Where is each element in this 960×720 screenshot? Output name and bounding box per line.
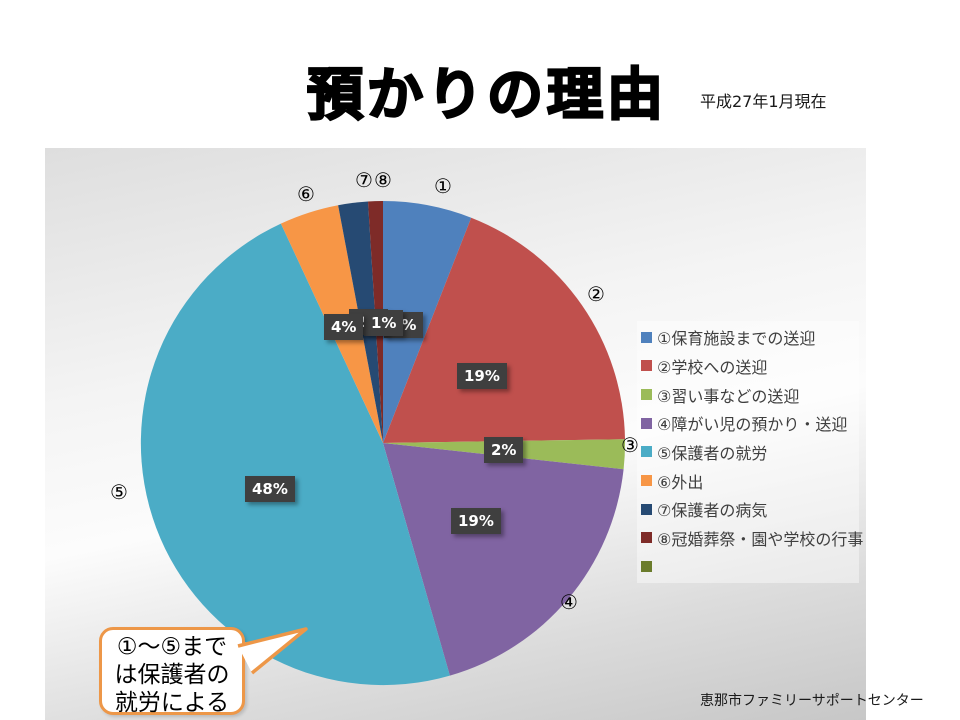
legend-item-8: ⑧冠婚葬祭・園や学校の行事 xyxy=(637,525,863,551)
marker-slice4: ④ xyxy=(560,590,578,614)
pie-slice-4 xyxy=(383,443,624,676)
legend-item-label: ⑦保護者の病気 xyxy=(657,501,768,521)
pct-label-slice5: 48% xyxy=(245,476,295,502)
pct-label-slice4: 19% xyxy=(451,508,501,534)
legend-swatch-icon xyxy=(641,446,652,458)
pct-label-slice8: 1% xyxy=(364,310,404,336)
pie-slice-5 xyxy=(140,223,450,686)
date-note: 平成27年1月現在 xyxy=(700,92,827,111)
legend-item-label: ⑥外出 xyxy=(657,472,704,492)
pie-slice-2 xyxy=(383,217,625,443)
legend-item-4: ④障がい児の預かり・送迎 xyxy=(637,410,859,436)
legend-swatch-icon xyxy=(641,561,652,573)
legend-swatch-icon xyxy=(641,360,652,372)
marker-slice5: ⑤ xyxy=(110,480,128,504)
legend-item-2: ②学校への送迎 xyxy=(637,353,859,379)
marker-slice7: ⑦ xyxy=(355,168,373,192)
chart-plot-area: ①保育施設までの送迎 ②学校への送迎 ③習い事などの送迎 ④障がい児の預かり・送迎 ⑤保… xyxy=(45,148,866,720)
legend-swatch-icon xyxy=(641,503,652,515)
legend-item-7: ⑦保護者の病気 xyxy=(637,496,859,522)
legend-item-label: ⑤保護者の就労 xyxy=(657,443,768,463)
legend-swatch-icon xyxy=(641,475,652,487)
callout-line-2: は保護者の xyxy=(114,662,230,688)
legend-item-label: ⑧冠婚葬祭・園や学校の行事 xyxy=(657,529,864,549)
legend-item-5: ⑤保護者の就労 xyxy=(637,439,859,465)
chart-legend: ①保育施設までの送迎 ②学校への送迎 ③習い事などの送迎 ④障がい児の預かり・送迎 ⑤保… xyxy=(637,321,863,583)
marker-slice1: ① xyxy=(434,174,452,198)
callout-line-3: 就労による xyxy=(114,690,230,716)
legend-item-label: ②学校への送迎 xyxy=(657,357,768,377)
marker-slice2: ② xyxy=(587,282,605,306)
legend-item-label: ④障がい児の預かり・送迎 xyxy=(657,415,848,435)
legend-swatch-icon xyxy=(641,331,652,343)
marker-slice8: ⑧ xyxy=(374,168,392,192)
callout-bubble: ①～⑤まで は保護者の 就労による xyxy=(99,627,245,716)
legend-item-9 xyxy=(637,554,859,580)
legend-swatch-icon xyxy=(641,417,652,429)
pct-label-slice2: 19% xyxy=(457,363,507,389)
callout-tail xyxy=(237,627,308,675)
legend-item-6: ⑥外出 xyxy=(637,468,859,494)
legend-item-3: ③習い事などの送迎 xyxy=(637,382,859,408)
marker-slice3: ③ xyxy=(621,433,639,457)
pct-label-slice6: 4% xyxy=(324,314,364,340)
footer-credit: 恵那市ファミリーサポートセンター xyxy=(700,693,924,709)
legend-swatch-icon xyxy=(641,532,652,544)
pie-slice-1 xyxy=(383,201,472,443)
legend-item-1: ①保育施設までの送迎 xyxy=(637,324,859,350)
pie-chart xyxy=(140,201,626,686)
legend-item-label: ①保育施設までの送迎 xyxy=(657,329,816,349)
page-title: 預かりの理由 xyxy=(306,62,667,130)
legend-swatch-icon xyxy=(641,389,652,401)
pct-label-slice3: 2% xyxy=(484,437,524,463)
legend-item-label: ③習い事などの送迎 xyxy=(657,386,800,406)
marker-slice6: ⑥ xyxy=(297,182,315,206)
callout-line-1: ①～⑤まで xyxy=(116,634,228,660)
